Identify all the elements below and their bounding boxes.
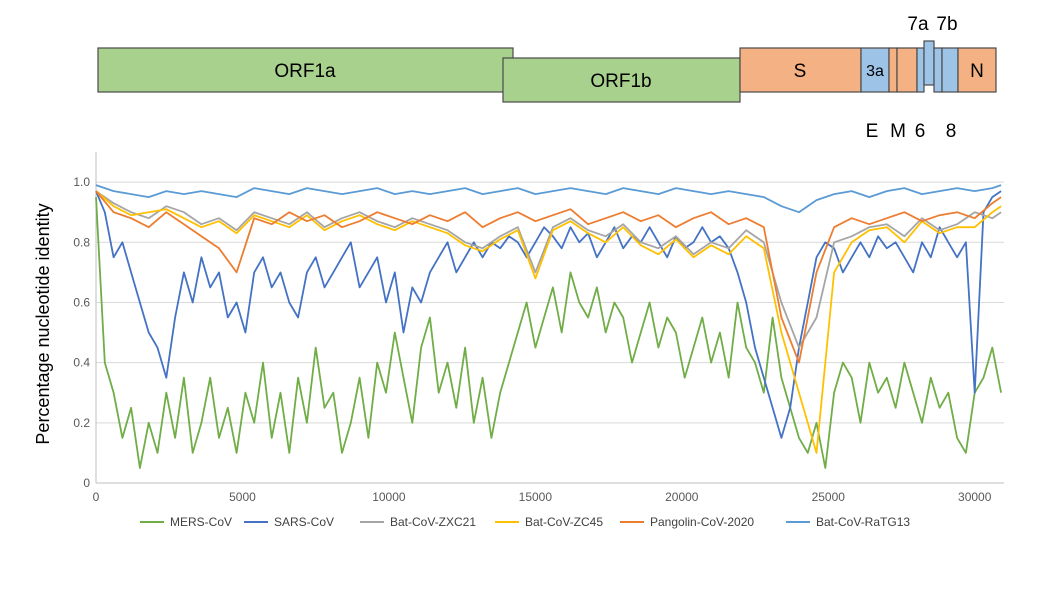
- gene-label-m: M: [890, 121, 906, 142]
- gene-box-orf1b: [502, 57, 741, 103]
- gene-label-6: 6: [915, 121, 926, 142]
- gene-label-orf1b: ORF1b: [590, 71, 651, 92]
- legend-label: MERS-CoV: [170, 515, 232, 529]
- gene-label-7b: 7b: [936, 14, 957, 35]
- identity-chart: 0 0.2 0.4 0.6 0.8 1.0 0 5000 10000 15000 20000 250…: [33, 152, 1004, 504]
- x-tick-label: 30000: [958, 490, 992, 504]
- legend-label: Bat-CoV-ZC45: [525, 515, 603, 529]
- x-tick-label: 25000: [812, 490, 846, 504]
- gridlines: [96, 181, 1004, 424]
- genome-map: ORF1a ORF1b S 3a N 7a 7b E M 6 8: [97, 14, 997, 142]
- gene-label-7a: 7a: [907, 14, 929, 35]
- gene-label-n: N: [970, 61, 984, 82]
- legend-label: Pangolin-CoV-2020: [650, 515, 754, 529]
- x-tick-label: 0: [93, 490, 100, 504]
- series-lines: [95, 184, 1002, 469]
- x-tick-label: 20000: [665, 490, 699, 504]
- gene-box-8: [941, 47, 959, 93]
- series-line-bat-cov-zxc21: [95, 190, 1002, 349]
- gene-label-s: S: [794, 61, 807, 82]
- gene-box-orf1a: [97, 47, 514, 93]
- y-tick-label: 0.6: [73, 295, 90, 309]
- y-tick-label: 0.4: [73, 356, 90, 370]
- gene-label-8: 8: [946, 121, 957, 142]
- legend-label: Bat-CoV-RaTG13: [816, 515, 910, 529]
- y-axis-title: Percentage nucleotide identity: [33, 203, 53, 444]
- x-tick-label: 15000: [519, 490, 553, 504]
- series-line-bat-cov-ratg13: [95, 184, 1002, 214]
- gene-box-m: [896, 47, 918, 93]
- x-tick-label: 10000: [372, 490, 406, 504]
- legend-label: SARS-CoV: [274, 515, 334, 529]
- y-tick-label: 0.8: [73, 235, 90, 249]
- series-line-mers-cov: [95, 197, 1002, 469]
- y-tick-label: 0.2: [73, 416, 90, 430]
- y-tick-label: 1.0: [73, 175, 90, 189]
- gene-box-e: [888, 47, 898, 93]
- legend: MERS-CoV SARS-CoV Bat-CoV-ZXC21 Bat-CoV-ZC4…: [140, 515, 910, 529]
- x-tick-labels: 0 5000 10000 15000 20000 25000 30000: [93, 490, 992, 504]
- gene-box-s: [739, 47, 862, 93]
- y-tick-label: 0: [83, 476, 90, 490]
- x-tick-label: 5000: [229, 490, 256, 504]
- gene-box-7a: [923, 40, 935, 86]
- y-tick-labels: 0 0.2 0.4 0.6 0.8 1.0: [73, 175, 90, 490]
- gene-box-7b: [933, 47, 943, 93]
- series-line-sars-cov: [95, 190, 1002, 439]
- gene-label-orf1a: ORF1a: [274, 61, 336, 82]
- gene-label-e: E: [866, 121, 879, 142]
- gene-box-n: [957, 47, 997, 93]
- series-line-bat-cov-zc45: [95, 190, 1002, 454]
- gene-box-6: [916, 47, 925, 93]
- legend-label: Bat-CoV-ZXC21: [390, 515, 476, 529]
- series-line-pangolin-cov-2020: [95, 190, 1002, 364]
- gene-label-3a: 3a: [866, 63, 884, 80]
